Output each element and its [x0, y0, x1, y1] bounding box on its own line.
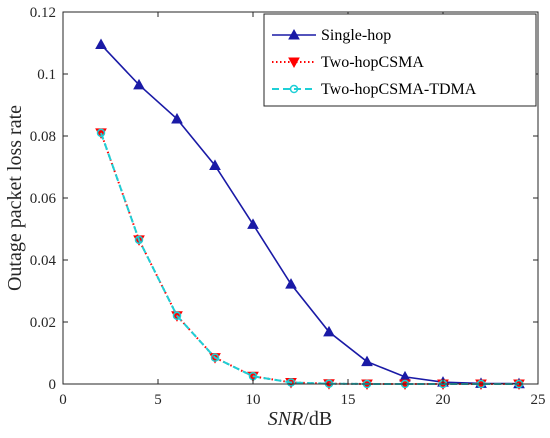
data-point [171, 112, 183, 124]
data-point [361, 355, 373, 367]
x-tick-label: 25 [531, 392, 546, 408]
legend-item: Two-hopCSMA [272, 54, 424, 71]
x-tick-label: 15 [341, 392, 356, 408]
legend-label: Two-hopCSMA-TDMA [321, 81, 477, 98]
series-line [100, 132, 519, 385]
x-axis-label-unit: /dB [303, 408, 332, 430]
y-tick-label: 0.06 [30, 191, 57, 207]
legend-items: Single-hop Two-hopCSMA Two-hopCSMA-TDMA [272, 27, 477, 98]
legend-item: Two-hopCSMA-TDMA [272, 81, 477, 98]
y-tick-label: 0.12 [30, 5, 56, 21]
legend-label: Two-hopCSMA [321, 54, 424, 71]
data-point [247, 218, 259, 229]
series-line [100, 44, 520, 385]
legend-label: Single-hop [321, 27, 391, 44]
legend-marker [288, 28, 300, 40]
x-tick-label: 20 [436, 392, 451, 408]
data-point [133, 78, 145, 90]
data-point [286, 378, 296, 387]
data-point [134, 235, 144, 245]
legend-item: Single-hop [272, 27, 391, 44]
x-tick-label: 5 [154, 392, 162, 408]
legend-marker [289, 84, 299, 94]
series-line [100, 132, 519, 385]
data-point [95, 38, 107, 50]
data-point [210, 353, 220, 362]
y-tick-label: 0 [49, 377, 57, 393]
legend-marker [288, 57, 300, 69]
data-point [285, 278, 297, 289]
x-axis: 0 5 10 15 20 25 [59, 12, 546, 408]
y-axis-label: Outage packet loss rate [4, 105, 26, 291]
y-tick-label: 0.1 [37, 67, 56, 83]
data-point [96, 128, 106, 138]
legend: Single-hop Two-hopCSMA Two-hopCSMA-TDMA [263, 13, 537, 107]
y-tick-label: 0.08 [30, 129, 56, 145]
y-tick-label: 0.04 [30, 253, 57, 269]
x-axis-label: SNR/dB [268, 408, 332, 430]
y-axis: 0 0.02 0.04 0.06 0.08 0.1 0.12 [30, 5, 538, 393]
data-point [209, 159, 221, 170]
legend-box [263, 13, 537, 107]
x-tick-label: 0 [59, 392, 67, 408]
x-axis-label-italic: SNR [268, 408, 304, 430]
data-point [172, 311, 182, 321]
y-tick-label: 0.02 [30, 315, 56, 331]
data-point [323, 325, 335, 337]
x-tick-label: 10 [246, 392, 261, 408]
